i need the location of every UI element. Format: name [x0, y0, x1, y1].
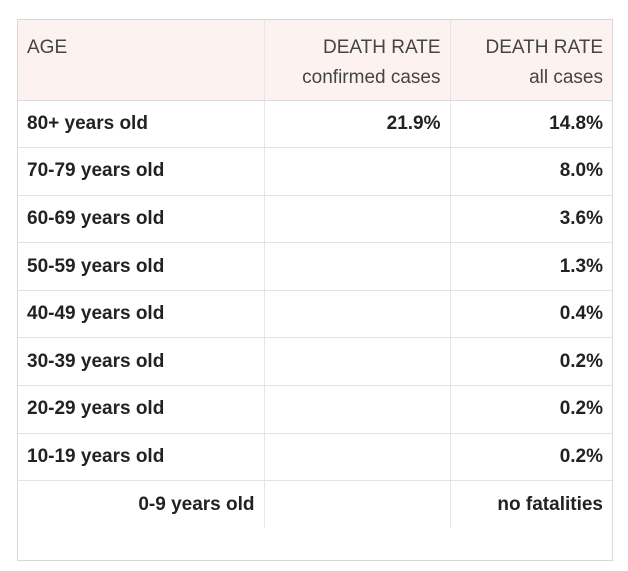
confirmed-rate-cell [263, 433, 450, 482]
table-row: 60-69 years old 3.6% [18, 195, 612, 244]
confirmed-rate-cell [263, 337, 450, 387]
table-row: 0-9 years old no fatalities [18, 480, 612, 529]
all-rate-cell: 3.6% [449, 195, 612, 244]
all-rate-cell: 0.4% [449, 290, 612, 339]
all-rate-cell: 1.3% [449, 242, 612, 291]
age-group-cell: 50-59 years old [18, 242, 264, 291]
death-rate-table: AGE DEATH RATE confirmed cases DEATH RAT… [18, 20, 612, 529]
table-row: 70-79 years old 8.0% [18, 147, 612, 196]
header-confirmed-line1: DEATH RATE [322, 37, 441, 58]
header-age: AGE [18, 20, 264, 101]
confirmed-rate-cell [263, 195, 450, 244]
age-group-cell: 30-39 years old [18, 337, 264, 387]
header-death-rate-all: DEATH RATE all cases [449, 20, 612, 101]
header-age-label: AGE [27, 37, 68, 58]
confirmed-rate-cell [263, 480, 450, 529]
confirmed-rate-cell [263, 290, 450, 339]
age-group-cell: 10-19 years old [18, 433, 264, 482]
all-rate-cell: 8.0% [449, 147, 612, 196]
header-death-rate-confirmed: DEATH RATE confirmed cases [263, 20, 450, 101]
age-group-cell: 60-69 years old [18, 195, 264, 244]
header-confirmed-line2: confirmed cases [302, 67, 441, 88]
age-group-cell: 80+ years old [18, 100, 264, 149]
all-rate-cell: 14.8% [449, 100, 612, 149]
all-rate-cell: 0.2% [449, 337, 612, 387]
confirmed-rate-cell [263, 385, 450, 434]
header-all-line1: DEATH RATE [485, 37, 603, 58]
table-row: 50-59 years old 1.3% [18, 242, 612, 291]
header-all-line2: all cases [529, 67, 603, 88]
all-rate-cell: 0.2% [449, 385, 612, 434]
header-row: AGE DEATH RATE confirmed cases DEATH RAT… [18, 20, 612, 101]
age-group-cell: 0-9 years old [138, 493, 255, 515]
age-group-cell: 20-29 years old [18, 385, 264, 434]
age-group-cell: 40-49 years old [18, 290, 264, 339]
age-group-cell: 70-79 years old [18, 147, 264, 196]
confirmed-rate-cell [263, 242, 450, 291]
table-frame: AGE DEATH RATE confirmed cases DEATH RAT… [17, 19, 613, 561]
table-row: 10-19 years old 0.2% [18, 433, 612, 482]
table-row: 40-49 years old 0.4% [18, 290, 612, 339]
table-row: 30-39 years old 0.2% [18, 337, 612, 387]
all-rate-cell: no fatalities [449, 480, 612, 529]
table-row: 20-29 years old 0.2% [18, 385, 612, 434]
confirmed-rate-cell [263, 147, 450, 196]
all-rate-cell: 0.2% [449, 433, 612, 482]
confirmed-rate-cell: 21.9% [263, 100, 450, 149]
table-row: 80+ years old 21.9% 14.8% [18, 100, 612, 149]
